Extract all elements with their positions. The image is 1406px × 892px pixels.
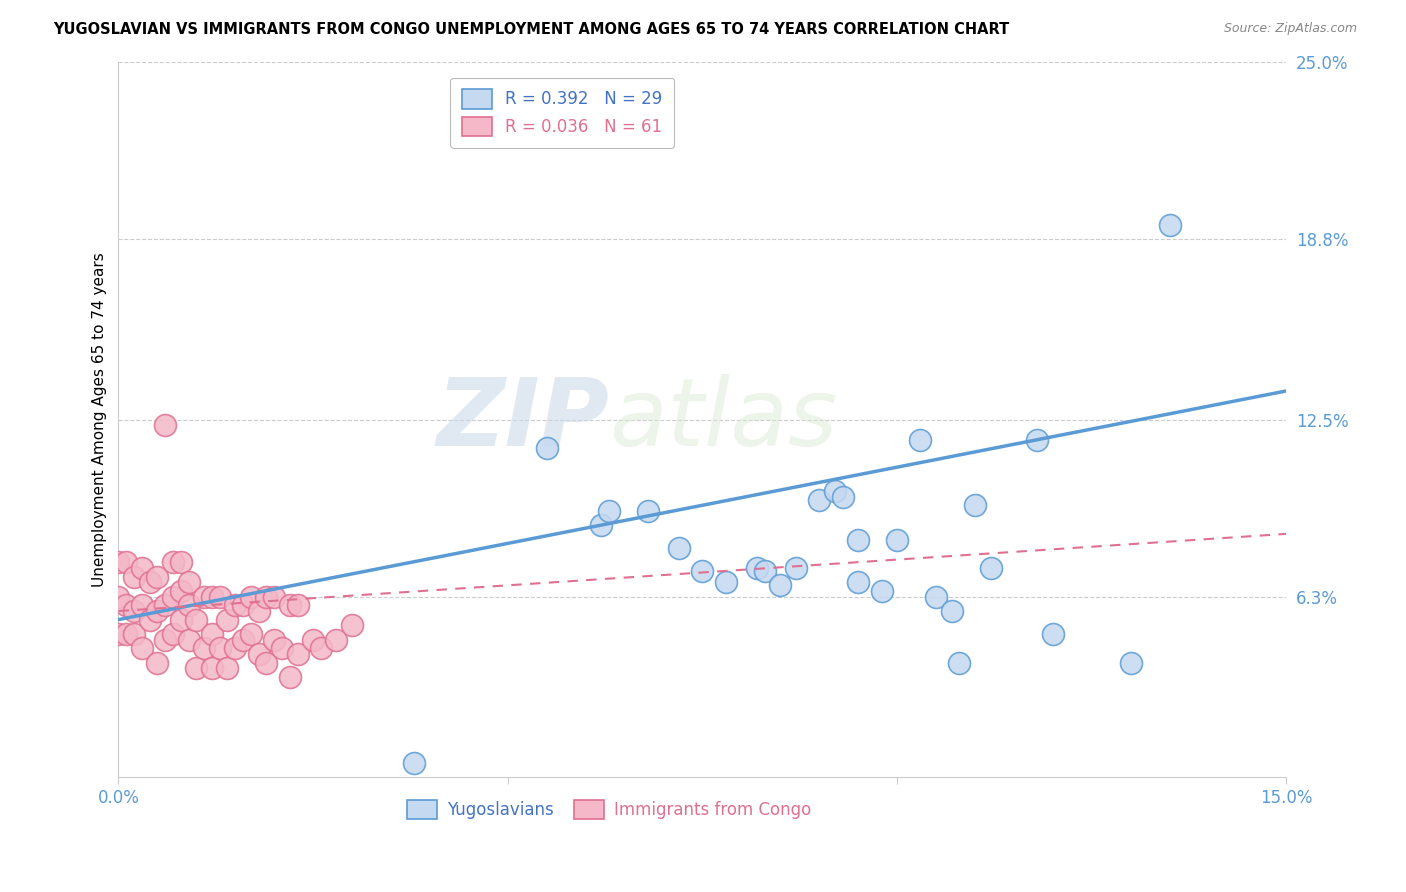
Point: [963, 498, 986, 512]
Point: [745, 561, 768, 575]
Point: [217, 661, 239, 675]
Point: [247, 604, 270, 618]
Text: YUGOSLAVIAN VS IMMIGRANTS FROM CONGO UNEMPLOYMENT AMONG AGES 65 TO 74 YEARS CORR: YUGOSLAVIAN VS IMMIGRANTS FROM CONGO UNE…: [53, 22, 1010, 37]
Point: [162, 590, 184, 604]
Point: [870, 584, 893, 599]
Point: [115, 556, 138, 570]
Point: [162, 627, 184, 641]
Point: [107, 590, 129, 604]
Point: [980, 561, 1002, 575]
Point: [122, 570, 145, 584]
Point: [170, 613, 193, 627]
Point: [224, 599, 246, 613]
Point: [1119, 656, 1142, 670]
Point: [254, 656, 277, 670]
Point: [224, 641, 246, 656]
Point: [153, 599, 176, 613]
Point: [186, 661, 208, 675]
Point: [138, 613, 160, 627]
Point: [263, 590, 285, 604]
Point: [153, 418, 176, 433]
Point: [122, 627, 145, 641]
Y-axis label: Unemployment Among Ages 65 to 74 years: Unemployment Among Ages 65 to 74 years: [93, 252, 107, 587]
Point: [232, 632, 254, 647]
Point: [846, 575, 869, 590]
Point: [831, 490, 853, 504]
Point: [785, 561, 807, 575]
Point: [886, 533, 908, 547]
Text: atlas: atlas: [609, 374, 837, 465]
Point: [591, 518, 613, 533]
Point: [177, 575, 200, 590]
Point: [769, 578, 792, 592]
Point: [193, 590, 215, 604]
Point: [325, 632, 347, 647]
Point: [340, 618, 363, 632]
Point: [536, 441, 558, 455]
Point: [186, 613, 208, 627]
Point: [232, 599, 254, 613]
Point: [146, 570, 169, 584]
Point: [217, 613, 239, 627]
Point: [201, 661, 224, 675]
Point: [925, 590, 948, 604]
Point: [948, 656, 970, 670]
Point: [404, 756, 426, 770]
Point: [162, 556, 184, 570]
Point: [115, 599, 138, 613]
Text: ZIP: ZIP: [436, 374, 609, 466]
Point: [177, 599, 200, 613]
Point: [131, 599, 153, 613]
Point: [177, 632, 200, 647]
Point: [239, 627, 262, 641]
Point: [271, 641, 294, 656]
Point: [131, 561, 153, 575]
Point: [278, 670, 301, 684]
Point: [637, 504, 659, 518]
Point: [598, 504, 620, 518]
Point: [824, 483, 846, 498]
Point: [201, 627, 224, 641]
Point: [846, 533, 869, 547]
Point: [170, 584, 193, 599]
Point: [208, 641, 231, 656]
Point: [254, 590, 277, 604]
Text: Source: ZipAtlas.com: Source: ZipAtlas.com: [1223, 22, 1357, 36]
Point: [263, 632, 285, 647]
Point: [153, 632, 176, 647]
Point: [287, 647, 309, 661]
Point: [714, 575, 737, 590]
Point: [692, 564, 714, 578]
Point: [754, 564, 776, 578]
Point: [146, 604, 169, 618]
Point: [287, 599, 309, 613]
Point: [668, 541, 690, 556]
Legend: Yugoslavians, Immigrants from Congo: Yugoslavians, Immigrants from Congo: [401, 793, 818, 826]
Point: [1042, 627, 1064, 641]
Point: [1159, 218, 1181, 232]
Point: [201, 590, 224, 604]
Point: [247, 647, 270, 661]
Point: [193, 641, 215, 656]
Point: [122, 604, 145, 618]
Point: [170, 556, 193, 570]
Point: [131, 641, 153, 656]
Point: [107, 556, 129, 570]
Point: [278, 599, 301, 613]
Point: [208, 590, 231, 604]
Point: [1026, 433, 1049, 447]
Point: [302, 632, 325, 647]
Point: [107, 627, 129, 641]
Point: [138, 575, 160, 590]
Point: [146, 656, 169, 670]
Point: [239, 590, 262, 604]
Point: [309, 641, 332, 656]
Point: [910, 433, 932, 447]
Point: [808, 492, 831, 507]
Point: [115, 627, 138, 641]
Point: [941, 604, 963, 618]
